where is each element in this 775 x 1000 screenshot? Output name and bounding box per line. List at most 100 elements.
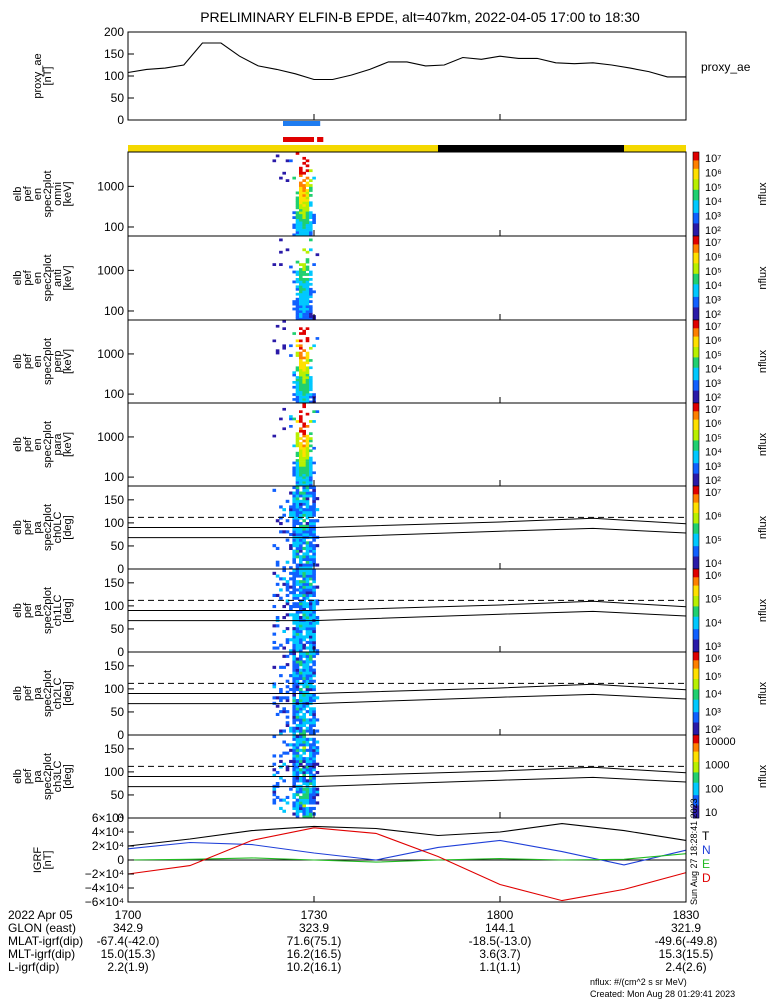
heatmap-cell [302,613,306,617]
heatmap-cell [309,657,313,661]
heatmap-cell [299,189,303,192]
heatmap-cell [299,721,303,725]
heatmap-cell [279,690,283,694]
y-axis-label: [keV] [62,265,74,290]
colorbar-swatch [693,450,699,454]
heatmap-cell [299,466,303,470]
heatmap-cell [299,593,303,597]
heatmap-cell [292,544,296,548]
heatmap-cell [279,588,283,592]
heatmap-cell [302,782,306,786]
heatmap-cell [305,359,310,362]
colorbar-tick-label: 10⁴ [705,617,722,629]
series-line-D [127,827,687,902]
heatmap-cell [309,560,313,564]
heatmap-cell [302,221,306,224]
heatmap-cell [292,497,296,501]
heatmap-cell [295,754,300,758]
heatmap-cell [275,593,280,597]
colorbar-swatch [693,160,699,163]
heatmap-cell [295,541,300,545]
ephemeris-value: 342.9 [113,921,143,935]
heatmap-cell [305,737,310,741]
heatmap-cell [305,690,310,694]
heatmap-cell [302,768,306,772]
heatmap-cell [295,206,300,210]
colorbar-tick-label: 10⁶ [705,251,722,263]
heatmap-cell [295,629,300,633]
colorbar-swatch [693,791,699,794]
colorbar-tick-label: 10⁶ [705,653,722,665]
heatmap-cell [275,771,280,775]
heatmap-cell [292,491,296,495]
heatmap-cell [302,765,306,769]
heatmap-cell [302,624,306,628]
heatmap-cell [305,449,310,453]
heatmap-cell [279,417,283,421]
heatmap-cell [299,191,303,195]
heatmap-cell [295,310,300,313]
ephemeris-value: 71.6(75.1) [287,934,342,948]
heatmap-cell [305,557,310,561]
heatmap-cell [312,546,316,550]
heatmap-cell [302,712,306,716]
heatmap-cell [305,388,310,392]
heatmap-cell [299,544,303,548]
heatmap-cell [305,176,310,180]
heatmap-cell [295,588,300,592]
heatmap-cell [295,685,300,689]
ephemeris-value: -49.6(-49.8) [655,934,718,948]
heatmap-cell [312,577,316,581]
heatmap-cell [282,513,286,517]
heatmap-cell [309,486,313,490]
heatmap-cell [309,203,313,207]
heatmap-cell [295,555,300,559]
heatmap-cell [285,530,290,534]
colorbar-swatch [693,724,699,728]
colorbar-swatch [693,811,699,815]
heatmap-cell [299,171,303,175]
colorbar-swatch [693,177,699,180]
y-axis-label: [keV] [62,349,74,374]
heatmap-cell [292,732,296,736]
heatmap-cell [295,624,300,628]
y-tick-label: −6×10⁴ [85,895,124,909]
colorbar-swatch [693,496,699,499]
heatmap-cell [312,710,316,714]
heatmap-cell [299,216,303,219]
heatmap-cell [292,502,296,506]
heatmap-cell [295,748,300,752]
heatmap-cell [305,459,310,462]
heatmap-cell [312,627,316,631]
y-tick-label: 150 [104,576,124,590]
colorbar-swatch [693,602,699,605]
y-axis-label: [deg] [62,515,74,539]
heatmap-cell [309,582,313,586]
heatmap-cell [295,759,300,763]
heatmap-cell [305,602,310,606]
heatmap-cell [309,459,313,462]
heatmap-cell [299,400,303,404]
colorbar-swatch [693,309,699,312]
heatmap-cell [309,624,313,628]
heatmap-cell [289,544,293,548]
heatmap-cell [299,776,303,780]
colorbar-swatch [693,737,699,740]
heatmap-cell [299,704,303,708]
heatmap-cell [315,253,320,257]
colorbar-swatch [693,544,699,547]
heatmap-cell [299,378,303,382]
heatmap-cell [282,707,286,711]
colorbar-swatch [693,240,699,243]
heatmap-cell [305,801,310,805]
heatmap-cell [312,544,316,548]
heatmap-cell [312,762,316,766]
heatmap-cell [292,233,296,237]
heatmap-cell [309,381,313,384]
heatmap-cell [295,233,300,237]
colorbar-tick-label: 10000 [705,736,736,748]
heatmap-cell [305,497,310,501]
heatmap-cell [302,787,306,791]
heatmap-cell [292,715,296,719]
heatmap-cell [299,310,303,313]
